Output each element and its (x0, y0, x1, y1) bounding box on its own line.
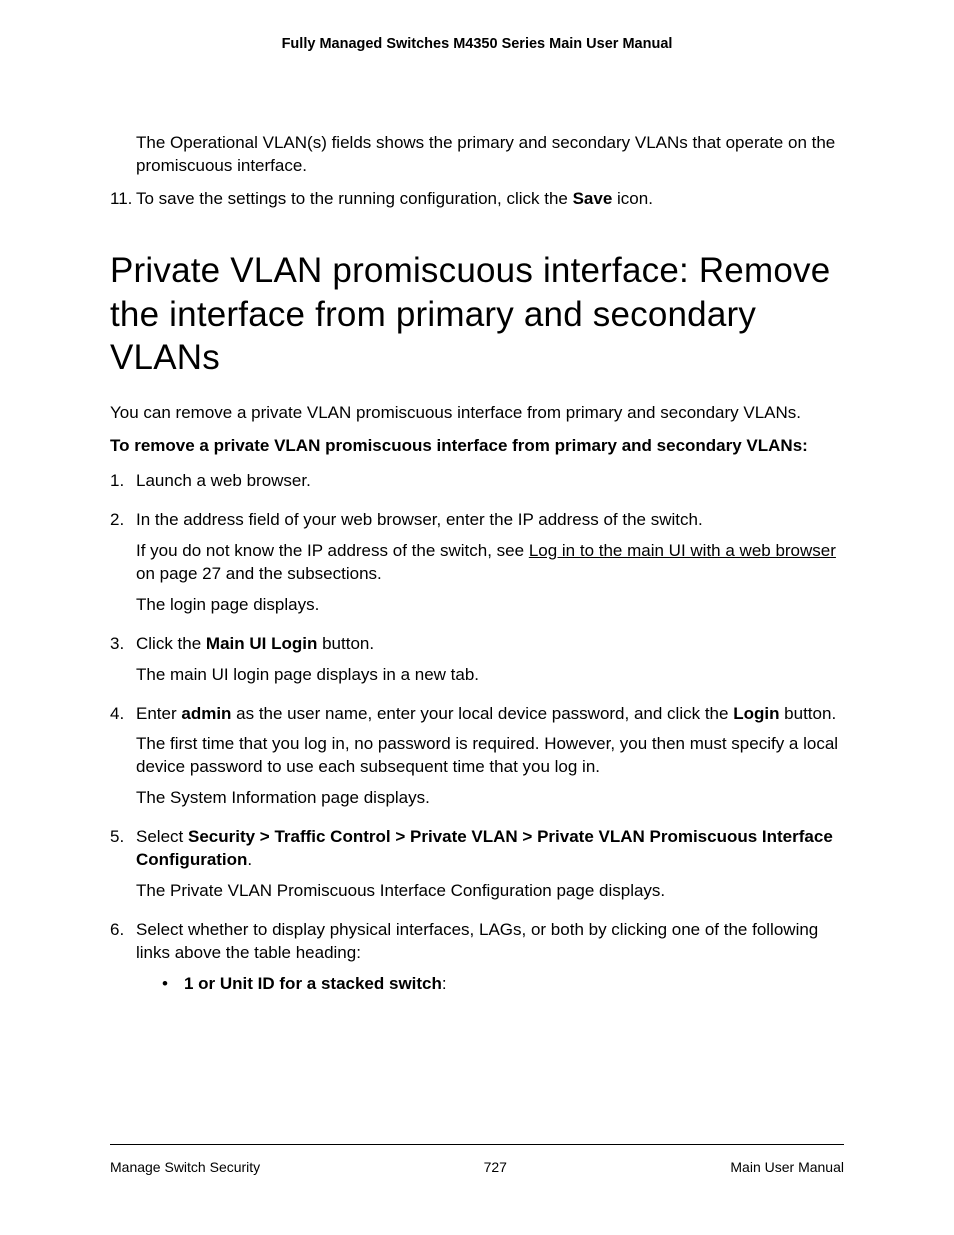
bold-admin: admin (181, 704, 231, 723)
list-content: Click the Main UI Login button. The main… (136, 633, 844, 695)
list-content: In the address field of your web browser… (136, 509, 844, 625)
list-content: Select Security > Traffic Control > Priv… (136, 826, 844, 911)
text: Enter (136, 704, 181, 723)
list-content: Select whether to display physical inter… (136, 919, 844, 996)
list-number: 5. (110, 826, 136, 911)
list-number: 11. (110, 188, 136, 219)
list-number: 3. (110, 633, 136, 695)
list-item-11: 11. To save the settings to the running … (110, 188, 844, 219)
page: Fully Managed Switches M4350 Series Main… (0, 0, 954, 1235)
list-number: 6. (110, 919, 136, 996)
text: The Private VLAN Promiscuous Interface C… (136, 880, 844, 903)
procedure-lead: To remove a private VLAN promiscuous int… (110, 435, 844, 458)
document-header: Fully Managed Switches M4350 Series Main… (110, 36, 844, 52)
text: The main UI login page displays in a new… (136, 664, 844, 687)
footer-rule (110, 1144, 844, 1145)
page-footer: Manage Switch Security 727 Main User Man… (110, 1144, 844, 1175)
text: . (247, 850, 252, 869)
list-content: To save the settings to the running conf… (136, 188, 844, 219)
bold-menu-path: Security > Traffic Control > Private VLA… (136, 827, 833, 869)
text: The first time that you log in, no passw… (136, 733, 844, 779)
bold-main-ui-login: Main UI Login (206, 634, 317, 653)
bullet-marker: • (162, 973, 184, 996)
bullet-content: 1 or Unit ID for a stacked switch: (184, 973, 844, 996)
text: The System Information page displays. (136, 787, 844, 810)
text: Click the (136, 634, 206, 653)
text: button. (779, 704, 836, 723)
list-number: 1. (110, 470, 136, 501)
list-content: Launch a web browser. (136, 470, 844, 501)
text: To save the settings to the running conf… (136, 189, 573, 208)
step-5: 5. Select Security > Traffic Control > P… (110, 826, 844, 911)
text: : (442, 974, 447, 993)
text: as the user name, enter your local devic… (231, 704, 733, 723)
section-heading: Private VLAN promiscuous interface: Remo… (110, 249, 844, 380)
step-3: 3. Click the Main UI Login button. The m… (110, 633, 844, 695)
text: icon. (612, 189, 653, 208)
text: The login page displays. (136, 594, 844, 617)
list-number: 2. (110, 509, 136, 625)
text: button. (317, 634, 374, 653)
bullet-item: • 1 or Unit ID for a stacked switch: (162, 973, 844, 996)
footer-page-number: 727 (484, 1159, 507, 1175)
step-2: 2. In the address field of your web brow… (110, 509, 844, 625)
step-1: 1. Launch a web browser. (110, 470, 844, 501)
bold-login: Login (733, 704, 779, 723)
footer-section-name: Manage Switch Security (110, 1159, 260, 1175)
step-4: 4. Enter admin as the user name, enter y… (110, 703, 844, 819)
text: Select whether to display physical inter… (136, 919, 844, 965)
section-intro: You can remove a private VLAN promiscuou… (110, 402, 844, 425)
list-number: 4. (110, 703, 136, 819)
step-6: 6. Select whether to display physical in… (110, 919, 844, 996)
paragraph-operational-vlan: The Operational VLAN(s) fields shows the… (136, 132, 844, 178)
bold-unit-id: 1 or Unit ID for a stacked switch (184, 974, 442, 993)
text: on page 27 and the subsections. (136, 564, 382, 583)
text: Select (136, 827, 188, 846)
list-content: Enter admin as the user name, enter your… (136, 703, 844, 819)
footer-manual-name: Main User Manual (730, 1159, 844, 1175)
text: If you do not know the IP address of the… (136, 541, 529, 560)
cross-reference-link[interactable]: Log in to the main UI with a web browser (529, 541, 836, 560)
text: Launch a web browser. (136, 470, 844, 493)
bold-save: Save (573, 189, 613, 208)
text: In the address field of your web browser… (136, 509, 844, 532)
